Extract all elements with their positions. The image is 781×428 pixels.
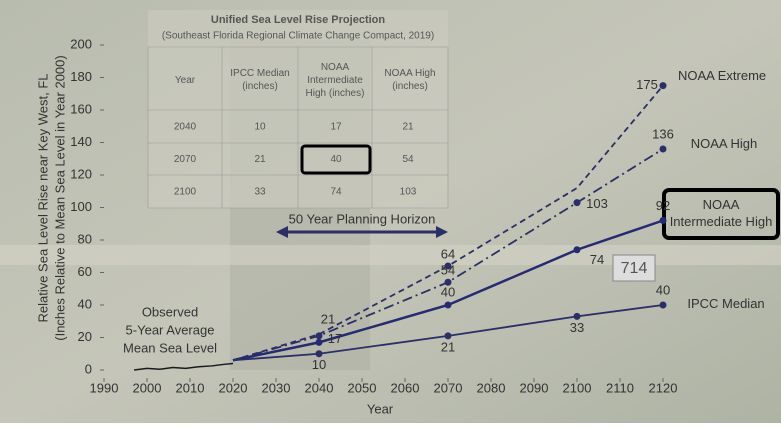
data-label: 103 (586, 196, 608, 211)
highlight-box (300, 144, 372, 175)
table-cell: 40 (330, 154, 342, 165)
table-cell: 54 (402, 154, 414, 165)
x-tick-label: 2060 (391, 380, 420, 395)
table-cell: 21 (402, 122, 414, 133)
x-tick-label: 2030 (262, 380, 291, 395)
sign (612, 254, 656, 282)
data-label: 136 (652, 126, 674, 141)
table-cell: 2040 (174, 122, 197, 133)
arrow-head (276, 226, 288, 238)
table-header: NOAA Intermediate High (inches) (305, 61, 365, 99)
data-point (315, 338, 323, 346)
highlight-box (662, 188, 780, 240)
y-tick-label: 160 (70, 101, 92, 116)
table-cell: 17 (330, 122, 342, 133)
data-point (444, 278, 452, 286)
x-tick-label: 2050 (348, 380, 377, 395)
road (0, 245, 781, 265)
table-cell: 2100 (174, 187, 197, 198)
x-tick-label: 2020 (219, 380, 248, 395)
table-cell: 2070 (174, 154, 197, 165)
data-label: 40 (656, 282, 670, 297)
x-tick-label: 2080 (477, 380, 506, 395)
table-cell: 21 (254, 154, 266, 165)
observed-line (134, 362, 234, 371)
y-tick-label: 0 (85, 361, 92, 376)
table-subtitle: (Southeast Florida Regional Climate Chan… (162, 31, 434, 42)
series-name: NOAA Extreme (678, 68, 767, 83)
y-tick-label: 80 (78, 231, 92, 246)
x-tick-label: 2040 (305, 380, 334, 395)
data-point (315, 332, 323, 340)
data-label: 40 (441, 284, 455, 299)
observed-label: Mean Sea Level (123, 340, 217, 355)
y-tick-label: 60 (78, 264, 92, 279)
data-point (315, 350, 323, 358)
x-tick-label: 2010 (176, 380, 205, 395)
table-header: Year (174, 74, 196, 86)
data-label: 21 (441, 339, 455, 354)
data-label: 33 (570, 320, 584, 335)
data-point (573, 312, 581, 320)
x-axis-label: Year (367, 401, 394, 416)
data-point (659, 145, 667, 153)
y-tick-label: 100 (70, 199, 92, 214)
y-tick-label: 200 (70, 36, 92, 51)
y-tick-label: 20 (78, 329, 92, 344)
y-axis-label: (Inches Relative to Mean Sea Level in Ye… (52, 55, 67, 340)
x-tick-label: 2120 (649, 380, 678, 395)
table-cell: 103 (400, 187, 417, 198)
data-label: 21 (321, 311, 335, 326)
table-cell: 10 (254, 122, 266, 133)
data-label: 17 (328, 331, 342, 346)
data-point (659, 82, 667, 90)
x-tick-label: 2070 (434, 380, 463, 395)
data-point (573, 199, 581, 207)
data-label: 74 (590, 252, 604, 267)
series-name: IPCC Median (687, 296, 765, 311)
data-label: 10 (312, 357, 326, 372)
y-tick-label: 40 (78, 296, 92, 311)
table-header: IPCC Median (inches) (230, 68, 290, 92)
y-tick-label: 120 (70, 166, 92, 181)
observed-label: 5-Year Average (126, 322, 215, 337)
table-header: NOAA High (inches) (384, 68, 436, 92)
y-tick-label: 180 (70, 69, 92, 84)
observed-label: Observed (142, 304, 198, 319)
x-tick-label: 2100 (563, 380, 592, 395)
data-point (444, 332, 452, 340)
x-tick-label: 2090 (520, 380, 549, 395)
data-label: 175 (636, 77, 658, 92)
series-name: NOAA Intermediate High (669, 197, 773, 229)
x-tick-label: 1990 (90, 380, 119, 395)
sign-text: 714 (621, 260, 648, 277)
table-cell: 74 (330, 187, 342, 198)
series-name: NOAA High (690, 136, 758, 151)
data-point (573, 246, 581, 254)
data-point (444, 301, 452, 309)
table-cell: 33 (254, 187, 266, 198)
y-tick-label: 140 (70, 134, 92, 149)
horizon-label: 50 Year Planning Horizon (289, 211, 436, 226)
y-axis-label: Relative Sea Level Rise near Key West, F… (35, 73, 50, 322)
x-tick-label: 2110 (606, 380, 634, 395)
data-point (659, 301, 667, 309)
data-point (444, 262, 452, 270)
data-label: 64 (441, 246, 455, 261)
data-label: 54 (441, 263, 455, 278)
x-tick-label: 2000 (133, 380, 162, 395)
data-label: 92 (656, 198, 670, 213)
data-point (659, 217, 667, 224)
arrow-head (436, 226, 448, 238)
table-title: Unified Sea Level Rise Projection (211, 14, 386, 26)
